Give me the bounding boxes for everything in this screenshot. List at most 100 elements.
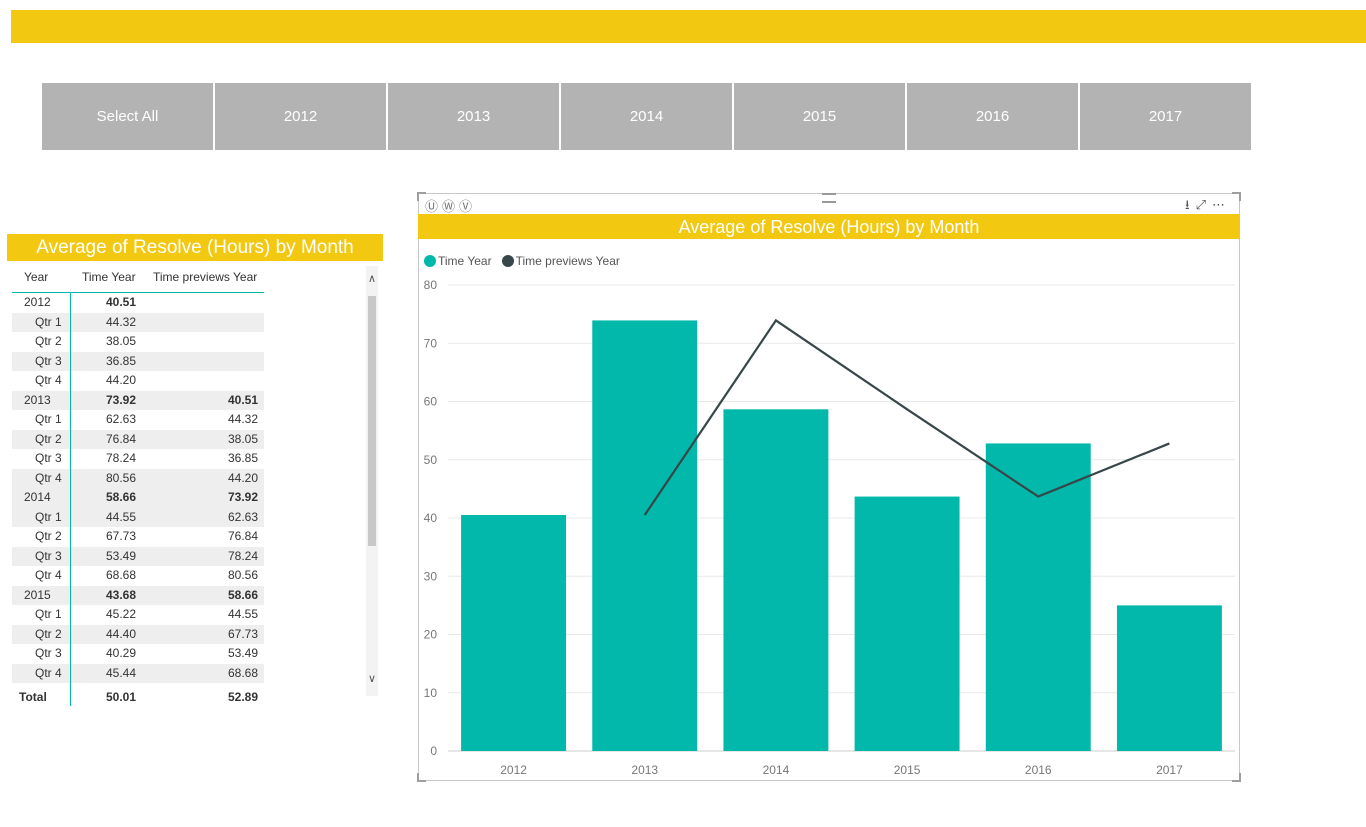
- drill-up-icon[interactable]: Ⓤ: [425, 199, 443, 214]
- matrix-total-row: Total 50.01 52.89: [12, 687, 264, 707]
- matrix-quarter-row[interactable]: Qtr 4 80.56 44.20: [12, 468, 264, 488]
- matrix-year-row[interactable]: 2014 58.66 73.92: [12, 488, 264, 508]
- row-label: Qtr 4: [35, 568, 62, 582]
- row-label: Qtr 4: [35, 665, 62, 680]
- chevron-up-icon[interactable]: ∧: [367, 273, 377, 285]
- drill-mode-icon[interactable]: ⭳: [1185, 197, 1196, 212]
- matrix-quarter-row[interactable]: Qtr 3 78.24 36.85: [12, 449, 264, 469]
- more-options-icon[interactable]: ⋯: [1212, 197, 1231, 212]
- bar-2015[interactable]: [854, 496, 960, 751]
- chart-visual-frame[interactable]: ⓊⓌⓋ ⭳⤢⋯: [417, 192, 1241, 782]
- matrix-year-row[interactable]: 2013 73.92 40.51: [12, 390, 264, 410]
- row-label: Qtr 1: [35, 412, 62, 426]
- chart-title: Average of Resolve (Hours) by Month: [418, 214, 1240, 239]
- legend-item[interactable]: Time Year: [424, 254, 492, 268]
- expand-all-icon[interactable]: Ⓦ: [442, 199, 460, 214]
- legend-item[interactable]: Time previews Year: [501, 254, 620, 268]
- cell-time-prev: 36.85: [227, 451, 258, 465]
- resize-handle[interactable]: [417, 192, 426, 201]
- row-label: Qtr 3: [35, 646, 62, 660]
- header-time-previews-year[interactable]: Time previews Year: [153, 270, 258, 284]
- header-time-year[interactable]: Time Year: [82, 270, 136, 284]
- chart-legend: Time Year Time previews Year: [424, 254, 630, 268]
- drill-controls: ⓊⓌⓋ: [425, 196, 476, 215]
- slicer-item-2014[interactable]: 2014: [561, 83, 732, 150]
- resize-handle[interactable]: [1232, 773, 1241, 782]
- bar-2014[interactable]: [723, 409, 829, 751]
- resize-handle[interactable]: [417, 773, 426, 782]
- slicer-item-2015[interactable]: 2015: [734, 83, 905, 150]
- row-label: Qtr 4: [35, 470, 62, 485]
- slicer-item-2012[interactable]: 2012: [215, 83, 386, 150]
- row-label: Qtr 4: [35, 373, 62, 387]
- cell-time-year: 68.68: [105, 568, 136, 582]
- y-tick-label: 10: [424, 686, 438, 700]
- header-year[interactable]: Year: [24, 270, 49, 284]
- matrix-quarter-row[interactable]: Qtr 1 62.63 44.32: [12, 410, 264, 430]
- cell-time-prev: 80.56: [227, 568, 258, 582]
- cell-time-prev: 38.05: [227, 431, 258, 446]
- cell-time-prev: 58.66: [227, 587, 258, 602]
- matrix-quarter-row[interactable]: Qtr 3 53.49 78.24: [12, 546, 264, 566]
- cell-time-prev: 68.68: [227, 665, 258, 680]
- matrix-quarter-row[interactable]: Qtr 1 44.55 62.63: [12, 507, 264, 527]
- legend-marker: [424, 255, 436, 267]
- slicer-item-2016[interactable]: 2016: [907, 83, 1078, 150]
- y-tick-label: 0: [430, 744, 437, 758]
- cell-time-year: 62.63: [105, 412, 136, 426]
- slicer-item-2013[interactable]: 2013: [388, 83, 559, 150]
- bar-2013[interactable]: [592, 320, 698, 751]
- x-tick-label: 2017: [1156, 763, 1183, 777]
- slicer-select-all[interactable]: Select All: [42, 83, 213, 150]
- matrix-quarter-row[interactable]: Qtr 4 68.68 80.56: [12, 566, 264, 586]
- matrix-quarter-row[interactable]: Qtr 3 40.29 53.49: [12, 644, 264, 664]
- matrix-header: Year Time Year Time previews Year: [12, 266, 264, 293]
- row-label: Qtr 1: [35, 607, 62, 621]
- matrix-quarter-row[interactable]: Qtr 2 38.05: [12, 332, 264, 352]
- focus-mode-icon[interactable]: ⤢: [1195, 197, 1212, 212]
- legend-marker: [501, 255, 514, 267]
- matrix-quarter-row[interactable]: Qtr 4 44.20: [12, 371, 264, 391]
- drill-down-icon[interactable]: Ⓥ: [459, 199, 477, 214]
- matrix-quarter-row[interactable]: Qtr 1 45.22 44.55: [12, 605, 264, 625]
- y-tick-label: 40: [424, 511, 438, 525]
- y-tick-label: 80: [424, 278, 438, 292]
- bar-2012[interactable]: [461, 515, 567, 751]
- row-label: 2014: [24, 490, 51, 504]
- cell-time-year: 73.92: [105, 392, 136, 407]
- slicer-item-2017[interactable]: 2017: [1080, 83, 1251, 150]
- matrix-table: Year Time Year Time previews Year 2012 40…: [12, 266, 382, 696]
- cell-time-prev: 53.49: [227, 646, 258, 660]
- row-label: 2012: [24, 295, 51, 309]
- x-tick-label: 2014: [763, 763, 790, 777]
- resize-handle[interactable]: [1232, 192, 1241, 201]
- cell-time-year: 44.32: [105, 314, 136, 329]
- bar-2016[interactable]: [985, 443, 1091, 751]
- total-time-prev: 52.89: [227, 690, 258, 704]
- row-label: Qtr 1: [35, 314, 62, 329]
- matrix-year-row[interactable]: 2015 43.68 58.66: [12, 585, 264, 605]
- matrix-scrollbar[interactable]: ∧ ∨: [366, 266, 378, 696]
- cell-time-prev: 44.55: [227, 607, 258, 621]
- row-label: Qtr 2: [35, 334, 62, 348]
- cell-time-year: 78.24: [105, 451, 136, 465]
- matrix-quarter-row[interactable]: Qtr 1 44.32: [12, 312, 264, 332]
- cell-time-year: 80.56: [105, 470, 136, 485]
- bar-2017[interactable]: [1116, 605, 1222, 751]
- y-tick-label: 50: [424, 453, 438, 467]
- matrix-quarter-row[interactable]: Qtr 4 45.44 68.68: [12, 663, 264, 683]
- row-label: Qtr 2: [35, 529, 62, 543]
- matrix-quarter-row[interactable]: Qtr 2 67.73 76.84: [12, 527, 264, 547]
- matrix-quarter-row[interactable]: Qtr 2 76.84 38.05: [12, 429, 264, 449]
- matrix-quarter-row[interactable]: Qtr 3 36.85: [12, 351, 264, 371]
- row-label: 2015: [24, 587, 51, 602]
- drag-grip-icon[interactable]: [822, 193, 836, 203]
- matrix-body: 2012 40.51 Qtr 1 44.32 Qtr 2 38.05 Qtr 3 36.85 Q…: [12, 293, 264, 683]
- scroll-thumb[interactable]: [368, 296, 376, 546]
- matrix-title: Average of Resolve (Hours) by Month: [7, 234, 383, 261]
- matrix-year-row[interactable]: 2012 40.51: [12, 293, 264, 313]
- matrix-quarter-row[interactable]: Qtr 2 44.40 67.73: [12, 624, 264, 644]
- top-banner: [11, 10, 1366, 43]
- chevron-down-icon[interactable]: ∨: [367, 673, 377, 685]
- cell-time-prev: 44.20: [227, 470, 258, 485]
